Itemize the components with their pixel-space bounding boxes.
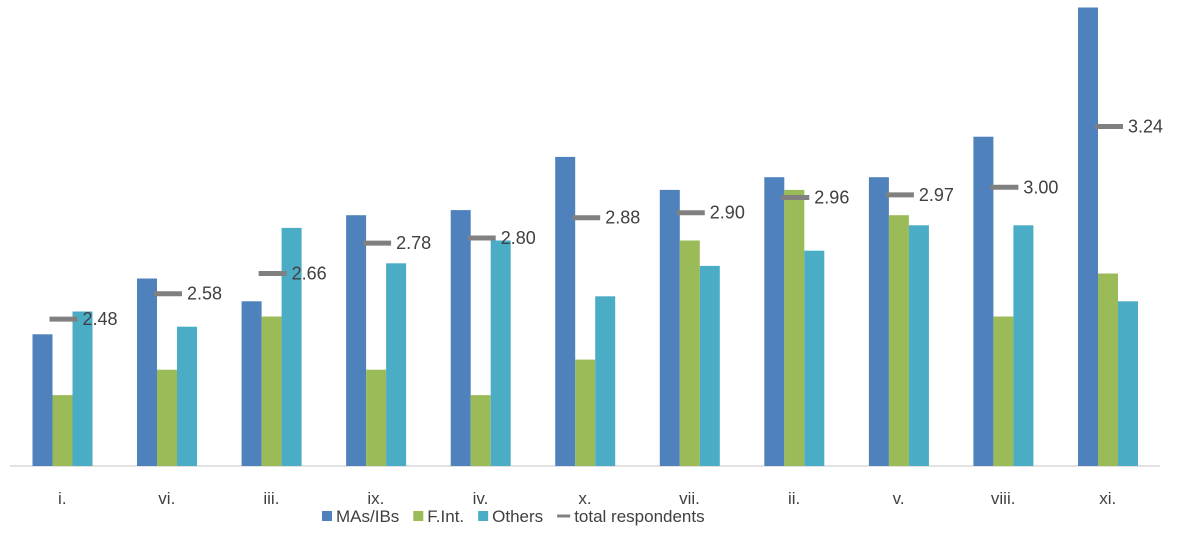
bar-f-int--x xyxy=(575,359,596,466)
bar-mas-ibs-ix xyxy=(346,215,367,466)
bar-f-int--xi xyxy=(1098,273,1118,466)
legend-label-total-respondents: total respondents xyxy=(574,507,704,526)
category-label-xi: xi. xyxy=(1099,489,1116,508)
category-label-vii: vii. xyxy=(679,489,700,508)
bar-others-ii xyxy=(804,250,825,466)
legend: MAs/IBs F.Int. Others total respondents xyxy=(322,507,705,526)
total-respondents-label-xi: 3.24 xyxy=(1128,117,1163,137)
total-respondents-label-iv: 2.80 xyxy=(501,228,536,248)
bar-mas-ibs-x xyxy=(555,156,576,466)
bar-others-ix xyxy=(386,263,407,466)
bar-mas-ibs-vii xyxy=(659,189,680,466)
legend-swatch-f-int xyxy=(413,511,424,521)
category-label-iii: iii. xyxy=(263,489,279,508)
total-respondents-label-ix: 2.78 xyxy=(396,233,431,253)
total-respondents-label-vi: 2.58 xyxy=(187,284,222,304)
bar-f-int--ix xyxy=(366,369,387,466)
category-labels: i. vi. iii. ix. iv. x. vii. ii. v. viii. xi. xyxy=(58,489,1116,508)
category-label-x: x. xyxy=(578,489,591,508)
category-label-ix: ix. xyxy=(367,489,384,508)
total-respondents-label-viii: 3.00 xyxy=(1023,177,1058,197)
bar-f-int--v xyxy=(888,215,909,466)
total-respondents-label-x: 2.88 xyxy=(605,208,640,228)
legend-label-f-int: F.Int. xyxy=(427,507,464,526)
bar-mas-ibs-vi xyxy=(137,278,157,466)
bar-f-int--iv xyxy=(470,395,491,466)
bar-mas-ibs-v xyxy=(868,177,889,466)
bar-mas-ibs-ii xyxy=(764,177,785,466)
bar-others-viii xyxy=(1013,225,1034,466)
total-respondents-label-iii: 2.66 xyxy=(292,264,327,284)
bar-series-group xyxy=(32,7,1138,466)
bar-others-vi xyxy=(177,326,197,466)
bar-f-int--vi xyxy=(157,369,177,466)
bar-f-int--vii xyxy=(679,240,700,466)
category-label-vi: vi. xyxy=(158,489,175,508)
legend-swatch-others xyxy=(478,511,489,521)
bar-f-int--i xyxy=(52,395,73,466)
bar-others-xi xyxy=(1118,301,1138,466)
bar-f-int--iii xyxy=(261,316,282,466)
bar-mas-ibs-iv xyxy=(450,210,471,466)
bar-others-x xyxy=(595,296,616,466)
bar-others-iv xyxy=(490,240,511,466)
category-label-v: v. xyxy=(893,489,905,508)
bar-others-iii xyxy=(281,227,302,466)
bar-others-vii xyxy=(699,265,720,466)
bar-f-int--ii xyxy=(784,189,805,466)
category-label-viii: viii. xyxy=(991,489,1016,508)
total-respondents-markers: 2.48 2.58 2.66 2.78 2.80 2.88 2.90 2.96 2.97 3.00… xyxy=(49,117,1163,329)
legend-swatch-mas-ibs xyxy=(322,511,332,521)
total-respondents-label-vii: 2.90 xyxy=(710,203,745,223)
legend-label-others: Others xyxy=(492,507,543,526)
bar-f-int--viii xyxy=(993,316,1014,466)
bar-mas-ibs-viii xyxy=(973,136,994,466)
bar-mas-ibs-i xyxy=(32,334,53,466)
bar-others-i xyxy=(72,311,93,466)
legend-label-mas-ibs: MAs/IBs xyxy=(336,507,399,526)
total-respondents-label-v: 2.97 xyxy=(919,185,954,205)
category-label-i: i. xyxy=(58,489,67,508)
bar-others-v xyxy=(908,225,929,466)
bar-mas-ibs-iii xyxy=(241,301,262,466)
total-respondents-label-ii: 2.96 xyxy=(814,188,849,208)
bar-mas-ibs-xi xyxy=(1078,7,1098,466)
category-label-ii: ii. xyxy=(788,489,800,508)
total-respondents-label-i: 2.48 xyxy=(83,309,118,329)
category-label-iv: iv. xyxy=(473,489,489,508)
